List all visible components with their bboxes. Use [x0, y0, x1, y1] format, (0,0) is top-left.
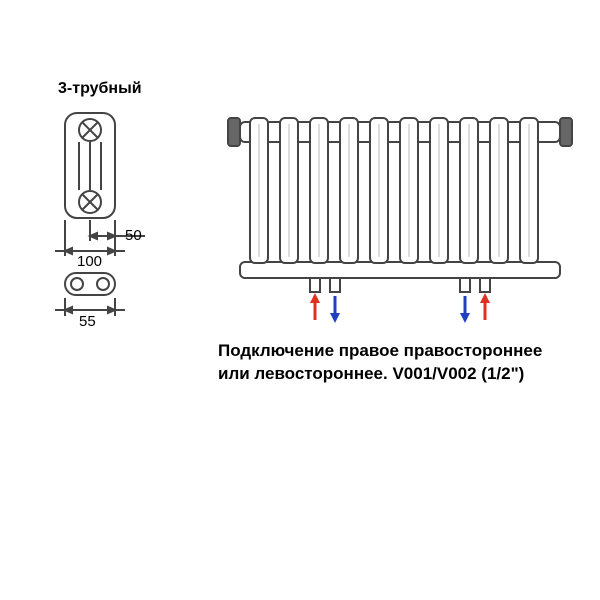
dim-50: 50 [125, 227, 142, 244]
cross-section-title: 3-трубный [58, 80, 142, 98]
connection-caption: Подключение правое правостороннее или ле… [218, 340, 578, 386]
caption-line-2: или левостороннее. V001/V002 (1/2") [218, 364, 524, 383]
cross-section-diagram: 50 100 55 [55, 108, 185, 343]
dim-100: 100 [77, 253, 102, 270]
radiator-diagram [225, 110, 585, 330]
caption-line-1: Подключение правое правостороннее [218, 341, 542, 360]
dim-55: 55 [79, 313, 96, 330]
